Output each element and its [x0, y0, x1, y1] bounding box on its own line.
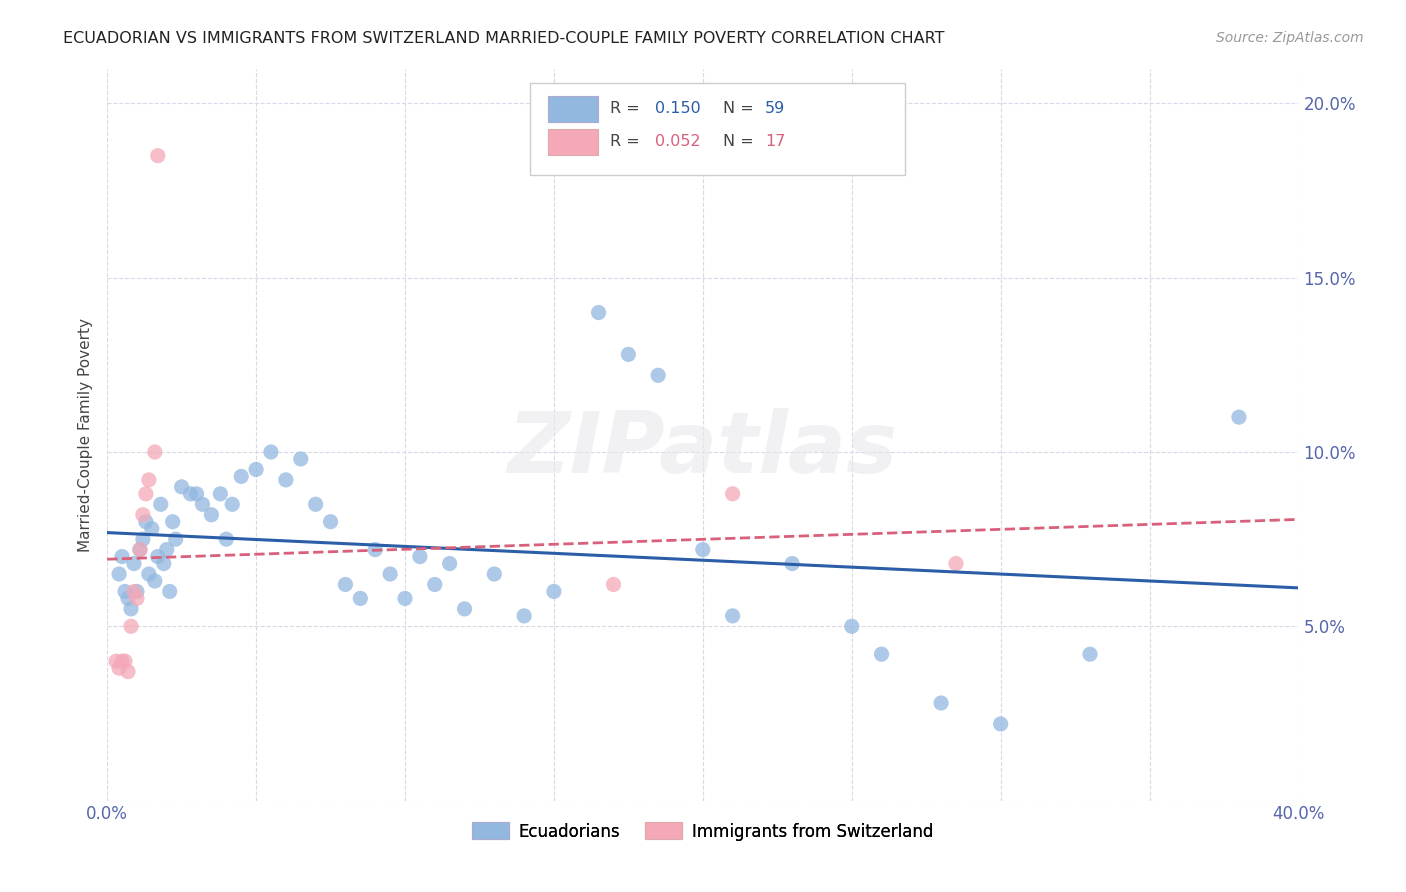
- Point: [543, 584, 565, 599]
- Point: [170, 480, 193, 494]
- Point: [165, 532, 187, 546]
- Point: [290, 452, 312, 467]
- Point: [120, 602, 142, 616]
- FancyBboxPatch shape: [530, 83, 905, 175]
- Point: [146, 149, 169, 163]
- Point: [111, 549, 134, 564]
- Text: N =: N =: [723, 134, 759, 149]
- Text: 0.052: 0.052: [655, 134, 700, 149]
- Point: [143, 445, 166, 459]
- Point: [990, 717, 1012, 731]
- Point: [484, 567, 506, 582]
- Point: [692, 542, 714, 557]
- Point: [439, 557, 461, 571]
- Text: Source: ZipAtlas.com: Source: ZipAtlas.com: [1216, 31, 1364, 45]
- Point: [513, 608, 536, 623]
- Point: [108, 567, 131, 582]
- Point: [394, 591, 416, 606]
- Point: [191, 497, 214, 511]
- Point: [129, 542, 152, 557]
- Point: [453, 602, 475, 616]
- Text: ECUADORIAN VS IMMIGRANTS FROM SWITZERLAND MARRIED-COUPLE FAMILY POVERTY CORRELAT: ECUADORIAN VS IMMIGRANTS FROM SWITZERLAN…: [63, 31, 945, 46]
- Point: [364, 542, 387, 557]
- Point: [186, 487, 208, 501]
- Point: [647, 368, 669, 383]
- Point: [135, 515, 157, 529]
- Point: [231, 469, 253, 483]
- Point: [138, 567, 160, 582]
- Point: [125, 584, 148, 599]
- Point: [588, 305, 610, 319]
- Point: [423, 577, 446, 591]
- Point: [319, 515, 342, 529]
- Point: [141, 522, 163, 536]
- Point: [617, 347, 640, 361]
- Point: [721, 608, 744, 623]
- Point: [260, 445, 283, 459]
- Point: [159, 584, 181, 599]
- Point: [1078, 647, 1101, 661]
- Text: 59: 59: [765, 102, 785, 116]
- Text: 17: 17: [765, 134, 785, 149]
- Point: [114, 584, 136, 599]
- Point: [200, 508, 222, 522]
- Point: [149, 497, 172, 511]
- Point: [122, 557, 145, 571]
- Point: [132, 532, 155, 546]
- Point: [945, 557, 967, 571]
- Point: [602, 577, 624, 591]
- Point: [780, 557, 803, 571]
- Point: [156, 542, 179, 557]
- Text: ZIPatlas: ZIPatlas: [508, 408, 898, 491]
- Point: [146, 549, 169, 564]
- Point: [221, 497, 243, 511]
- Point: [152, 557, 174, 571]
- Point: [108, 661, 131, 675]
- Point: [929, 696, 952, 710]
- Point: [105, 654, 128, 668]
- Legend: Ecuadorians, Immigrants from Switzerland: Ecuadorians, Immigrants from Switzerland: [465, 815, 941, 847]
- Point: [335, 577, 357, 591]
- Point: [409, 549, 432, 564]
- Point: [209, 487, 232, 501]
- Text: R =: R =: [610, 102, 645, 116]
- Point: [162, 515, 184, 529]
- FancyBboxPatch shape: [548, 128, 598, 155]
- Point: [378, 567, 401, 582]
- Point: [114, 654, 136, 668]
- Point: [111, 654, 134, 668]
- Point: [117, 591, 139, 606]
- Point: [349, 591, 371, 606]
- Point: [180, 487, 202, 501]
- Point: [138, 473, 160, 487]
- Point: [122, 584, 145, 599]
- Point: [135, 487, 157, 501]
- Point: [143, 574, 166, 588]
- Point: [117, 665, 139, 679]
- Point: [304, 497, 326, 511]
- Point: [125, 591, 148, 606]
- Point: [1227, 410, 1250, 425]
- Point: [120, 619, 142, 633]
- Point: [841, 619, 863, 633]
- Point: [245, 462, 267, 476]
- Point: [215, 532, 238, 546]
- Text: R =: R =: [610, 134, 645, 149]
- Point: [870, 647, 893, 661]
- Point: [129, 542, 152, 557]
- Y-axis label: Married-Couple Family Poverty: Married-Couple Family Poverty: [79, 318, 93, 551]
- Text: 0.150: 0.150: [655, 102, 702, 116]
- Text: N =: N =: [723, 102, 759, 116]
- Point: [721, 487, 744, 501]
- FancyBboxPatch shape: [548, 95, 598, 122]
- Point: [132, 508, 155, 522]
- Point: [274, 473, 297, 487]
